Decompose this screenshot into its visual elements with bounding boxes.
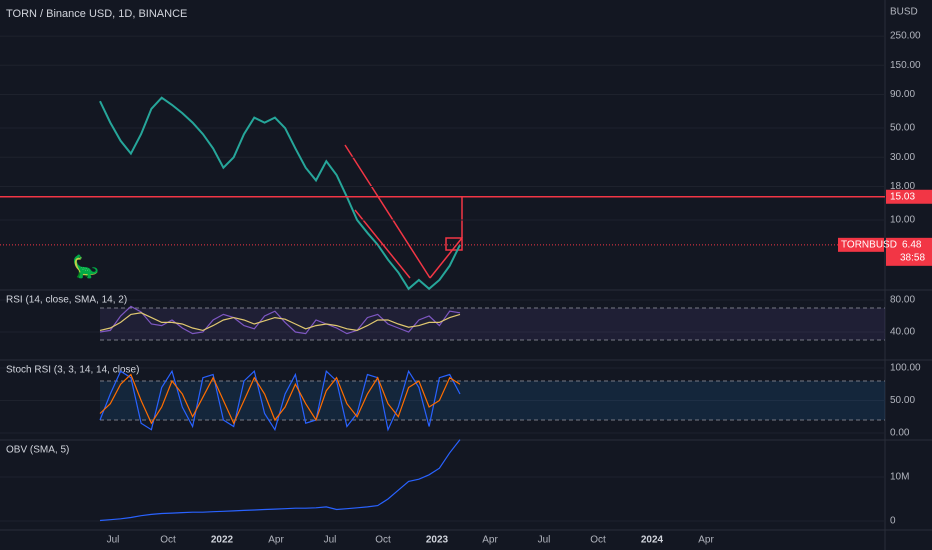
y-tick-label: 50.00 (890, 395, 915, 406)
series-line (99, 96, 461, 291)
series-line (99, 373, 461, 425)
pane-title: OBV (SMA, 5) (6, 445, 69, 456)
series-line (99, 305, 461, 335)
y-tick-label: 100.00 (890, 363, 921, 374)
y-tick-label: 10.00 (890, 215, 915, 226)
trendline (344, 144, 431, 279)
symbol-badge (838, 237, 884, 252)
x-tick-label: Apr (268, 535, 284, 546)
series-line (99, 439, 461, 522)
pane-title: Stoch RSI (3, 3, 14, 14, close) (6, 365, 139, 376)
y-tick-label: 80.00 (890, 295, 915, 306)
price-badge (886, 237, 932, 266)
level-badge (886, 189, 932, 204)
drawing-box (445, 237, 463, 251)
x-tick-label: Oct (375, 535, 391, 546)
y-tick-label: 10M (890, 472, 909, 483)
pane-title: RSI (14, close, SMA, 14, 2) (6, 295, 127, 306)
x-tick-label: 2024 (641, 535, 664, 546)
y-tick-label: 90.00 (890, 89, 915, 100)
y-tick-label: 30.00 (890, 152, 915, 163)
x-tick-label: Oct (590, 535, 606, 546)
y-tick-label: 250.00 (890, 31, 921, 42)
x-tick-label: Oct (160, 535, 176, 546)
series-line (99, 369, 461, 432)
logo-icon: 🦕 (72, 254, 99, 279)
trendline (354, 209, 411, 279)
x-tick-label: Jul (107, 535, 120, 546)
y-tick-label: 150.00 (890, 60, 921, 71)
x-tick-label: Apr (482, 535, 498, 546)
x-tick-label: 2023 (426, 535, 449, 546)
countdown-label: 38:58 (900, 252, 925, 263)
last-price-label: 6.48 (902, 239, 922, 250)
y-tick-label: 18.00 (890, 181, 915, 192)
x-tick-label: Jul (324, 535, 337, 546)
symbol-label: TORNBUSD (841, 239, 897, 250)
currency-label: BUSD (890, 7, 918, 18)
y-tick-label: 0 (890, 516, 896, 527)
chart-title: TORN / Binance USD, 1D, BINANCE (6, 8, 187, 20)
level-label: 15.03 (890, 191, 915, 202)
y-tick-label: 40.00 (890, 327, 915, 338)
y-tick-label: 0.00 (890, 428, 910, 439)
x-tick-label: Jul (538, 535, 551, 546)
band-fill (100, 380, 885, 420)
x-tick-label: 2022 (211, 535, 234, 546)
series-line (99, 312, 461, 332)
x-tick-label: Apr (698, 535, 714, 546)
band-fill (100, 308, 885, 340)
y-tick-label: 50.00 (890, 123, 915, 134)
